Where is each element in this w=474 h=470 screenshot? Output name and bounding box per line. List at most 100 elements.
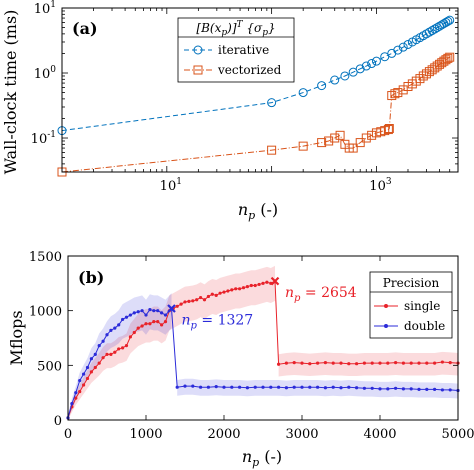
legend-double-marker: [384, 324, 388, 328]
panel-a-series: [57, 15, 455, 177]
panel-b-xlabel: np (-): [242, 447, 282, 469]
double-point: [97, 344, 101, 348]
vectorized-point: [324, 136, 334, 146]
panel-a-legend: [B(xp)]T {σp} iterative vectorized: [177, 17, 295, 83]
panel-b-ylabel: Mflops: [7, 310, 26, 365]
single-point: [316, 361, 320, 365]
double-point: [89, 357, 93, 361]
iterative-point: [393, 45, 403, 55]
double-point: [355, 386, 359, 390]
double-point: [199, 385, 203, 389]
panel-b-x-tick-label: 0: [64, 427, 72, 442]
double-point: [323, 386, 327, 390]
panel-b-x-tick-label: 3000: [285, 427, 318, 442]
single-point: [218, 291, 222, 295]
single-point: [378, 361, 382, 365]
double-point: [230, 385, 234, 389]
single-point: [97, 361, 101, 365]
double-point: [292, 385, 296, 389]
panel-a-y-tick-label: 100: [34, 65, 57, 82]
double-point: [183, 384, 187, 388]
iterative-point: [398, 42, 408, 52]
single-point: [210, 292, 214, 296]
single-point: [152, 320, 156, 324]
panel-a-x-tick-label: 103: [369, 177, 392, 194]
legend-double-label: double: [404, 319, 445, 333]
single-point: [261, 281, 265, 285]
vectorized-line: [61, 56, 450, 173]
panel-a-x-tick-label: 101: [160, 177, 182, 194]
single-band: [278, 351, 458, 377]
single-point: [132, 330, 136, 335]
single-point: [238, 287, 242, 291]
single-point: [214, 293, 218, 297]
panel-b-annotations: np = 2654 np = 1327: [167, 276, 357, 331]
single-point: [245, 285, 249, 289]
double-point: [222, 385, 226, 389]
iterative-point: [348, 67, 358, 77]
double-point: [214, 385, 218, 389]
peak-marker: [167, 304, 176, 313]
legend-single-marker: [384, 304, 388, 308]
single-point: [85, 376, 90, 381]
panel-a-legend-title: [B(xp)]T {σp}: [196, 20, 275, 38]
panel-a: 101 103 10-1 100 101 (a) [B(xp)]T {σp} itera…: [1, 0, 459, 222]
double-point: [140, 309, 144, 313]
panel-b-x-tick-label: 5000: [441, 427, 474, 442]
vectorized-point: [398, 85, 408, 95]
double-point: [378, 387, 382, 391]
single-point: [163, 320, 168, 324]
single-point: [160, 323, 164, 327]
iterative-point: [317, 81, 327, 91]
iterative-point: [340, 71, 350, 81]
double-point: [117, 323, 121, 327]
single-point: [187, 299, 191, 303]
double-point: [109, 328, 113, 332]
single-point: [362, 361, 366, 365]
double-point: [433, 387, 437, 391]
double-point: [163, 313, 168, 317]
vectorized-point: [361, 133, 371, 143]
single-point: [183, 300, 187, 304]
double-point: [277, 385, 281, 389]
single-point: [370, 361, 374, 365]
vectorized-point: [348, 143, 358, 153]
panel-a-ylabel: Wall-clock time (ms): [1, 10, 20, 175]
double-point: [269, 385, 273, 389]
single-point: [386, 361, 390, 365]
vectorized-point: [355, 138, 365, 148]
double-point: [440, 388, 444, 392]
panel-b-axes-box: [67, 255, 459, 421]
single-point: [117, 347, 121, 351]
single-point: [82, 383, 86, 387]
panel-b-y-tick-label: 0: [54, 414, 62, 429]
double-point: [448, 388, 452, 392]
single-point: [148, 322, 152, 326]
panel-a-axes-box: [61, 7, 459, 173]
single-point: [409, 361, 413, 365]
iterative-point: [367, 59, 377, 69]
single-point: [265, 280, 269, 284]
peak-marker: [270, 276, 280, 286]
vectorized-point: [415, 74, 425, 84]
double-point: [144, 313, 148, 317]
single-point: [156, 320, 160, 324]
double-point: [308, 385, 312, 389]
single-point: [284, 361, 288, 365]
single-point: [241, 286, 246, 290]
double-point: [347, 385, 351, 389]
panel-b-y-tick-label: 500: [37, 359, 62, 374]
double-point: [132, 311, 136, 315]
vectorized-point: [330, 133, 340, 143]
single-point: [300, 361, 304, 365]
double-point: [70, 402, 74, 406]
double-point: [85, 365, 90, 370]
vectorized-point: [443, 53, 453, 63]
panel-b-y-tick-label: 1500: [29, 250, 62, 265]
legend-vectorized-marker: [193, 65, 203, 75]
iterative-point: [371, 56, 381, 66]
single-point: [144, 322, 148, 326]
single-point: [128, 335, 132, 339]
single-point: [195, 298, 199, 302]
vectorized-point: [298, 141, 308, 151]
